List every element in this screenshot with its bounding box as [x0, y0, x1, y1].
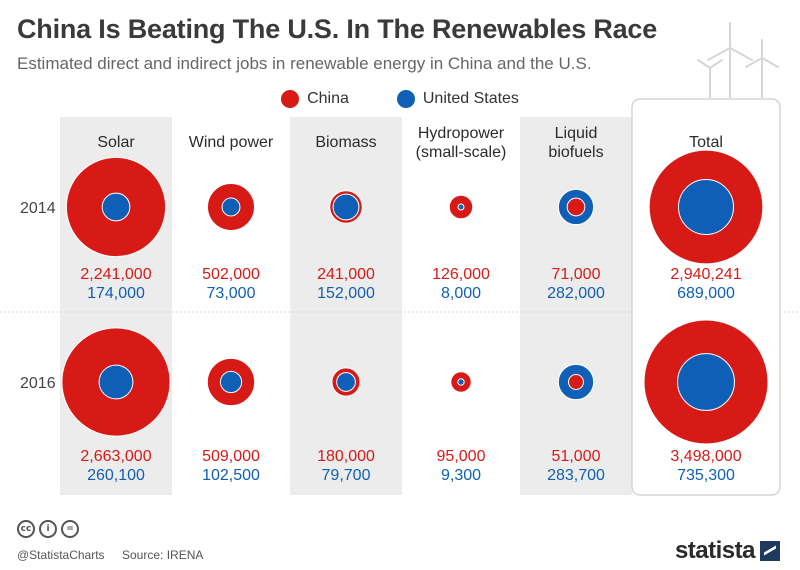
us-bubble — [101, 192, 131, 222]
legend-swatch-us — [396, 90, 415, 108]
brand-name: statista — [674, 537, 756, 564]
us-bubble — [221, 197, 241, 217]
column-shade — [520, 117, 632, 495]
china-value-label: 71,000 — [552, 266, 601, 283]
category-header: Solar — [97, 134, 135, 151]
china-value-label: 180,000 — [317, 448, 375, 465]
creative-commons-icon: cc — [17, 520, 35, 538]
legend: China United States — [0, 90, 800, 108]
legend-label-us: United States — [422, 90, 519, 107]
us-value-label: 8,000 — [441, 285, 481, 302]
china-value-label: 2,663,000 — [80, 448, 151, 465]
wind-turbine-icon — [697, 22, 779, 98]
category-header: Liquid biofuels — [548, 125, 603, 161]
us-value-label: 735,300 — [677, 467, 735, 484]
china-value-label: 509,000 — [202, 448, 260, 465]
china-bubble — [568, 374, 584, 390]
china-value-label: 51,000 — [552, 448, 601, 465]
us-value-label: 283,700 — [547, 467, 605, 484]
no-derivatives-icon: = — [61, 520, 79, 538]
us-value-label: 689,000 — [677, 285, 735, 302]
legend-item-china: China — [281, 90, 349, 108]
us-bubble — [336, 372, 356, 392]
china-value-label: 241,000 — [317, 266, 375, 283]
brand-logo: statista — [675, 537, 780, 565]
license-icons: cc i = — [17, 520, 79, 538]
china-value-label: 126,000 — [432, 266, 490, 283]
social-handle: @StatistaCharts — [17, 548, 105, 562]
chart-title: China Is Beating The U.S. In The Renewab… — [17, 14, 658, 44]
us-bubble — [219, 370, 243, 394]
china-value-label: 95,000 — [437, 448, 486, 465]
us-value-label: 282,000 — [547, 285, 605, 302]
brand-mark-icon — [760, 541, 780, 561]
china-value-label: 3,498,000 — [670, 448, 741, 465]
china-value-label: 502,000 — [202, 266, 260, 283]
us-value-label: 152,000 — [317, 285, 375, 302]
category-header: Wind power — [189, 134, 274, 151]
legend-swatch-china — [281, 90, 300, 108]
category-header: Total — [689, 134, 723, 151]
category-header: Hydropower (small-scale) — [416, 125, 507, 161]
us-bubble — [332, 193, 360, 221]
chart-subtitle: Estimated direct and indirect jobs in re… — [17, 54, 592, 73]
attribution-icon: i — [39, 520, 57, 538]
us-bubble — [677, 353, 735, 411]
us-value-label: 9,300 — [441, 467, 481, 484]
us-bubble — [677, 178, 735, 236]
us-bubble — [457, 203, 465, 211]
us-value-label: 174,000 — [87, 285, 145, 302]
source-note: Source: IRENA — [122, 548, 204, 562]
us-value-label: 102,500 — [202, 467, 260, 484]
us-bubble — [457, 378, 465, 386]
china-value-label: 2,241,000 — [80, 266, 151, 283]
year-label: 2016 — [20, 375, 56, 392]
us-bubble — [98, 364, 134, 400]
legend-item-us: United States — [396, 90, 519, 108]
category-header: Biomass — [315, 134, 376, 151]
legend-label-china: China — [307, 90, 349, 107]
china-bubble — [566, 197, 586, 217]
us-value-label: 79,700 — [322, 467, 371, 484]
year-label: 2014 — [20, 200, 56, 217]
us-value-label: 73,000 — [207, 285, 256, 302]
column-shade — [290, 117, 402, 495]
us-value-label: 260,100 — [87, 467, 145, 484]
china-value-label: 2,940,241 — [670, 266, 741, 283]
